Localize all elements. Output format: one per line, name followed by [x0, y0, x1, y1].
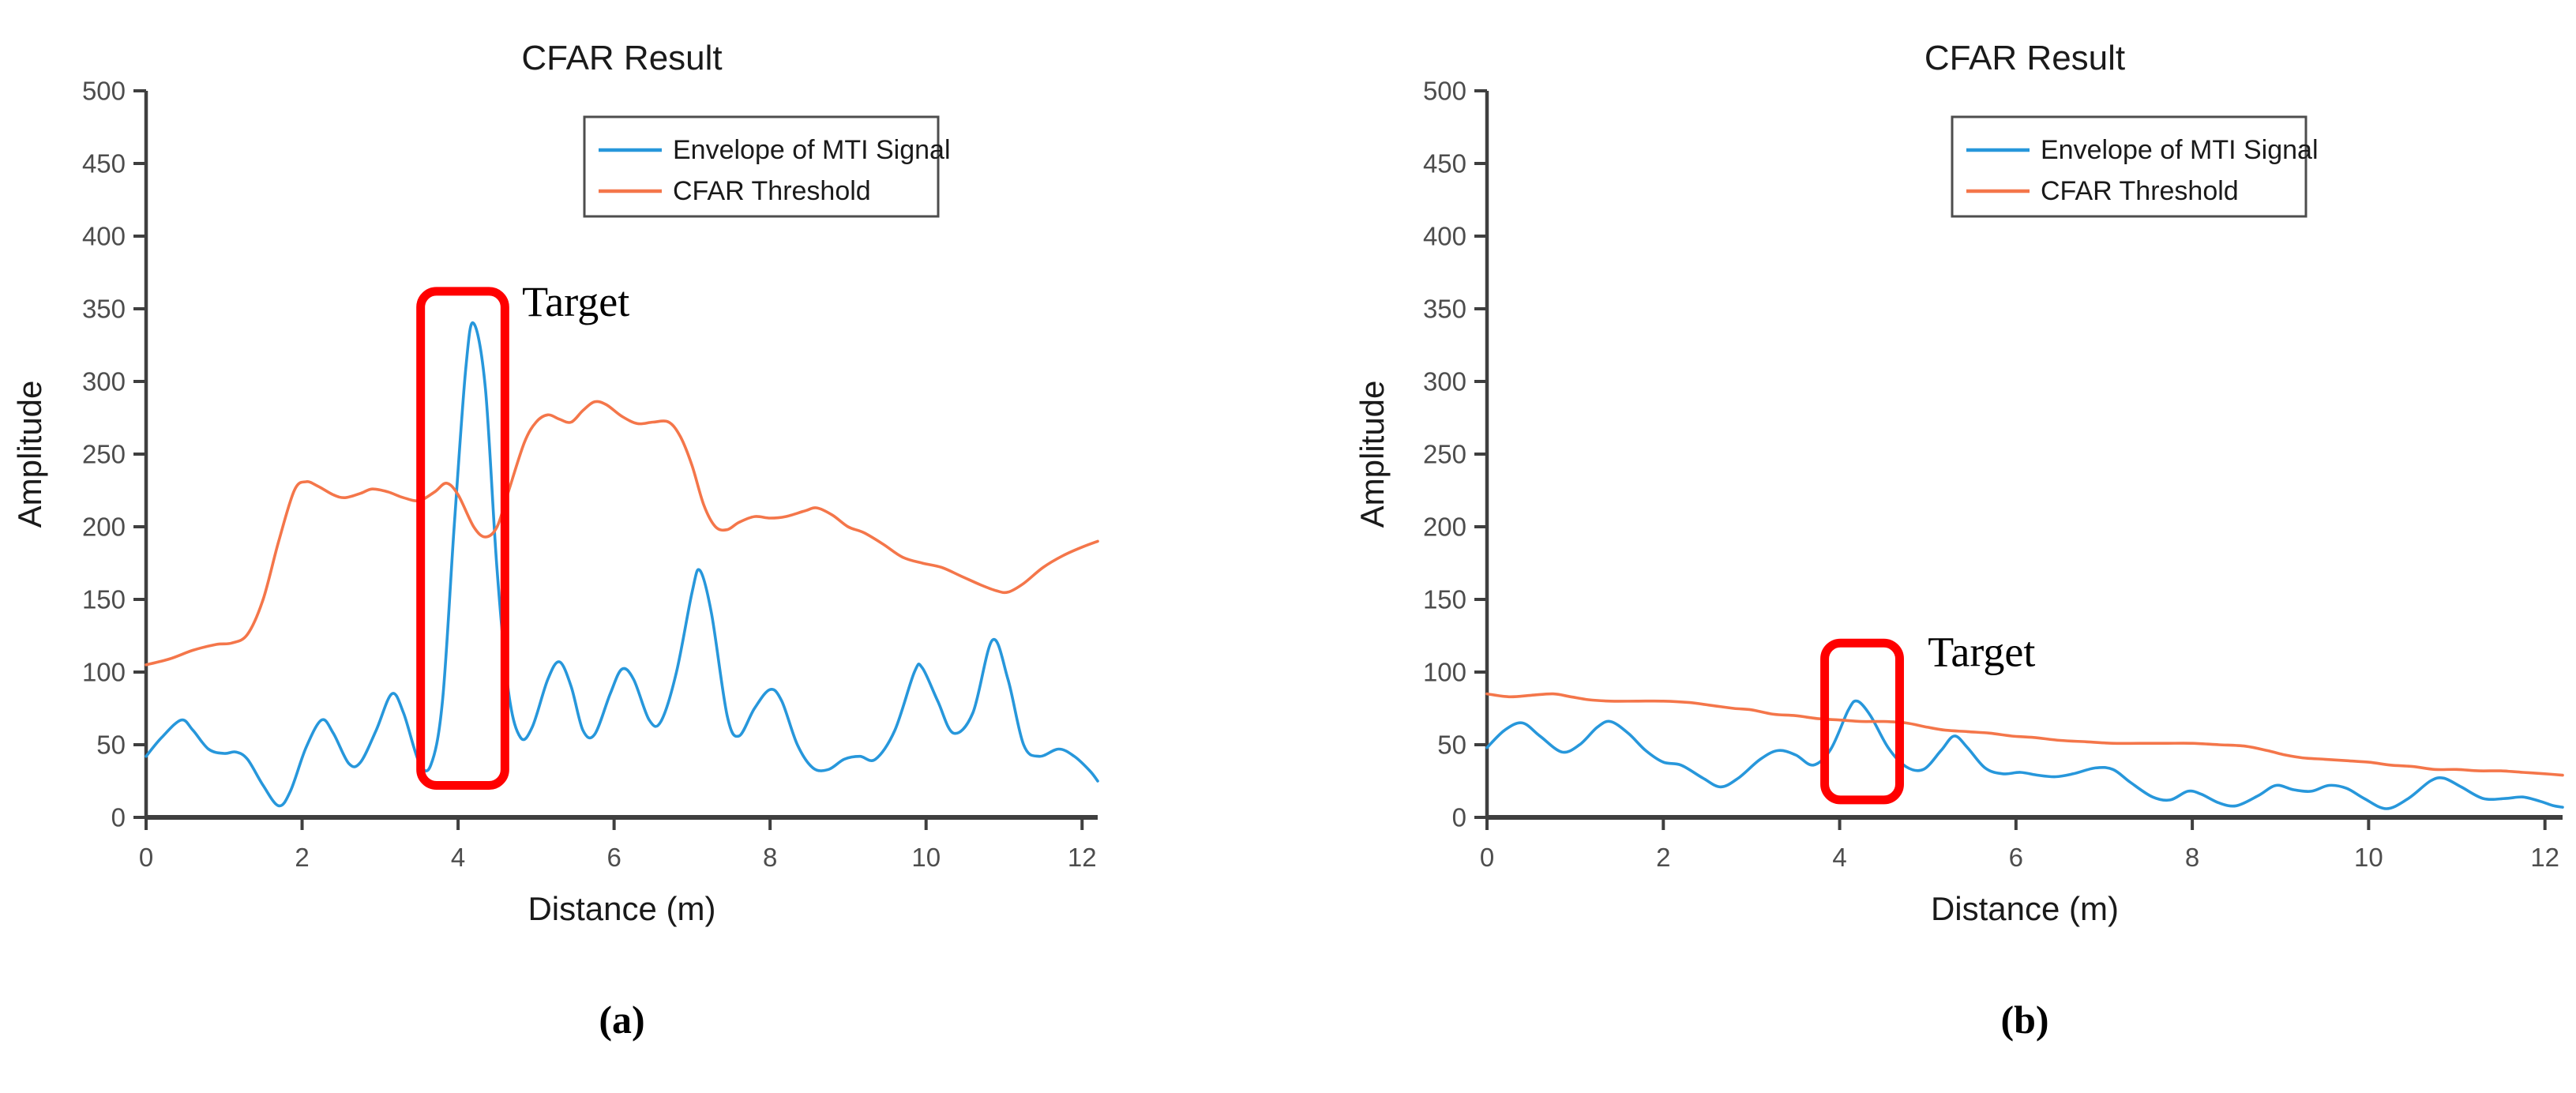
- y-tick-label: 0: [1452, 803, 1466, 832]
- y-axis-label: Amplitude: [11, 381, 48, 528]
- x-axis-label: Distance (m): [1931, 890, 2119, 927]
- target-annotation-box: [1820, 638, 1904, 805]
- x-axis-label: Distance (m): [528, 890, 715, 927]
- chart-title: CFAR Result: [1924, 39, 2125, 77]
- series-threshold: [1485, 692, 2564, 777]
- y-tick-label: 300: [82, 367, 126, 396]
- y-tick-label: 400: [82, 222, 126, 251]
- y-tick-label: 100: [82, 658, 126, 687]
- y-axis-label: Amplitude: [1354, 381, 1391, 528]
- y-tick-label: 100: [1423, 658, 1466, 687]
- y-tick-label: 450: [82, 149, 126, 178]
- x-tick-label: 10: [911, 843, 941, 872]
- legend-box: [583, 115, 940, 218]
- x-tick-label: 12: [1068, 843, 1097, 872]
- series-threshold: [145, 400, 1099, 667]
- y-tick-label: 200: [82, 513, 126, 542]
- y-tick-label: 200: [1423, 513, 1466, 542]
- target-annotation-box: [416, 287, 509, 791]
- x-tick-label: 2: [1656, 843, 1670, 872]
- y-tick-label: 450: [1423, 149, 1466, 178]
- x-tick-label: 0: [139, 843, 153, 872]
- caption-a: (a): [599, 997, 645, 1042]
- caption-b: (b): [2000, 997, 2049, 1042]
- legend-label: Envelope of MTI Signal: [2041, 135, 2319, 165]
- y-tick-label: 150: [1423, 585, 1466, 614]
- x-tick-label: 4: [1832, 843, 1846, 872]
- y-tick-label: 400: [1423, 222, 1466, 251]
- y-tick-label: 500: [1423, 77, 1466, 106]
- x-tick-label: 10: [2354, 843, 2383, 872]
- y-tick-label: 300: [1423, 367, 1466, 396]
- x-tick-label: 2: [295, 843, 309, 872]
- series-envelope: [1485, 699, 2564, 810]
- x-tick-label: 8: [2185, 843, 2199, 872]
- cfar-chart-a: 0 50 100 150 200 250 300 350 400 450 500 0 2 4 6 8 10 12 T…: [11, 39, 1099, 927]
- x-tick-label: 12: [2530, 843, 2559, 872]
- x-tick-label: 6: [2009, 843, 2023, 872]
- y-tick-label: 50: [1437, 731, 1466, 760]
- legend-label: CFAR Threshold: [2041, 176, 2239, 206]
- target-label: Target: [522, 278, 629, 325]
- x-tick-label: 6: [606, 843, 621, 872]
- x-tick-label: 0: [1480, 843, 1494, 872]
- legend-label: Envelope of MTI Signal: [673, 135, 951, 165]
- target-label: Target: [1928, 629, 2035, 676]
- cfar-chart-b: 0 50 100 150 200 250 300 350 400 450 500 0 2 4 6 8 10 12 T…: [1354, 39, 2564, 927]
- y-tick-label: 50: [96, 731, 126, 760]
- y-tick-label: 0: [111, 803, 126, 832]
- y-tick-label: 250: [1423, 440, 1466, 469]
- y-tick-label: 500: [82, 77, 126, 106]
- y-tick-label: 350: [1423, 295, 1466, 324]
- legend-box: [1951, 115, 2308, 218]
- series-envelope: [145, 321, 1099, 808]
- y-tick-label: 250: [82, 440, 126, 469]
- y-tick-label: 350: [82, 295, 126, 324]
- y-tick-label: 150: [82, 585, 126, 614]
- x-tick-label: 4: [451, 843, 465, 872]
- legend-label: CFAR Threshold: [673, 176, 871, 206]
- x-tick-label: 8: [763, 843, 777, 872]
- chart-title: CFAR Result: [521, 39, 722, 77]
